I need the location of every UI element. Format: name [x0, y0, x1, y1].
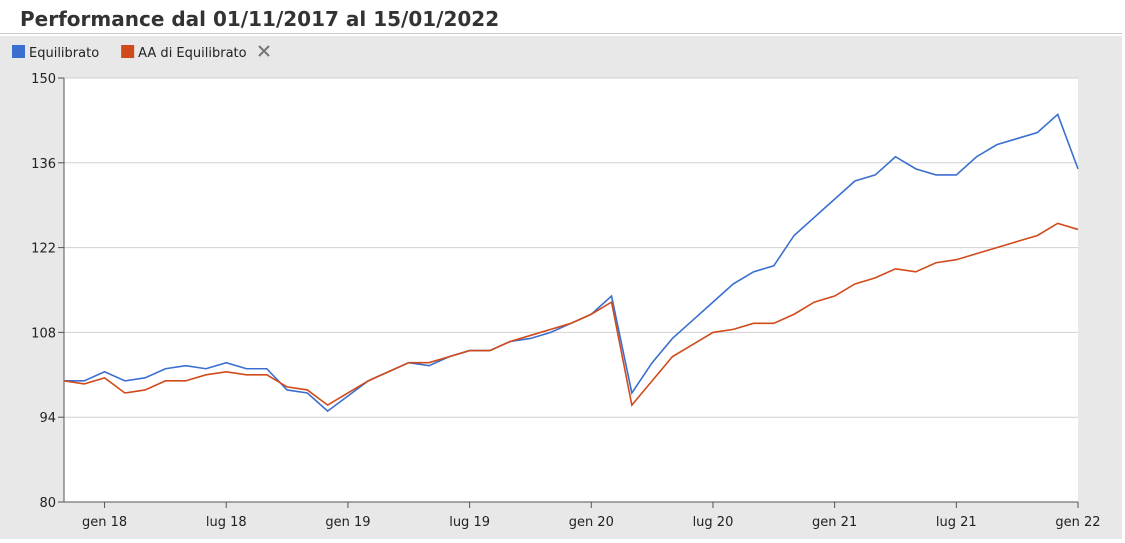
legend-label[interactable]: Equilibrato	[29, 46, 99, 61]
legend-swatch	[121, 45, 135, 58]
x-tick-label: lug 20	[693, 515, 734, 530]
y-tick-label: 94	[39, 411, 56, 426]
x-tick-label: gen 19	[325, 515, 370, 530]
legend-label[interactable]: AA di Equilibrato	[138, 46, 246, 61]
close-icon[interactable]	[258, 45, 270, 57]
y-tick-label: 108	[31, 326, 56, 341]
x-tick-label: gen 18	[82, 515, 127, 530]
x-tick-label: lug 18	[206, 515, 247, 530]
y-tick-label: 136	[31, 157, 56, 172]
x-tick-label: gen 20	[569, 515, 614, 530]
plot-area	[64, 78, 1078, 502]
x-tick-label: lug 19	[449, 515, 490, 530]
y-tick-label: 122	[31, 242, 56, 257]
y-tick-label: 150	[31, 72, 56, 87]
series-line	[63, 222, 1079, 407]
y-tick-label: 80	[39, 496, 56, 511]
x-tick-label: gen 21	[812, 515, 857, 530]
x-tick-label: gen 22	[1055, 515, 1100, 530]
legend-swatch	[12, 45, 25, 58]
x-tick-label: lug 21	[936, 515, 977, 530]
chart-title: Performance dal 01/11/2017 al 15/01/2022	[20, 7, 499, 31]
